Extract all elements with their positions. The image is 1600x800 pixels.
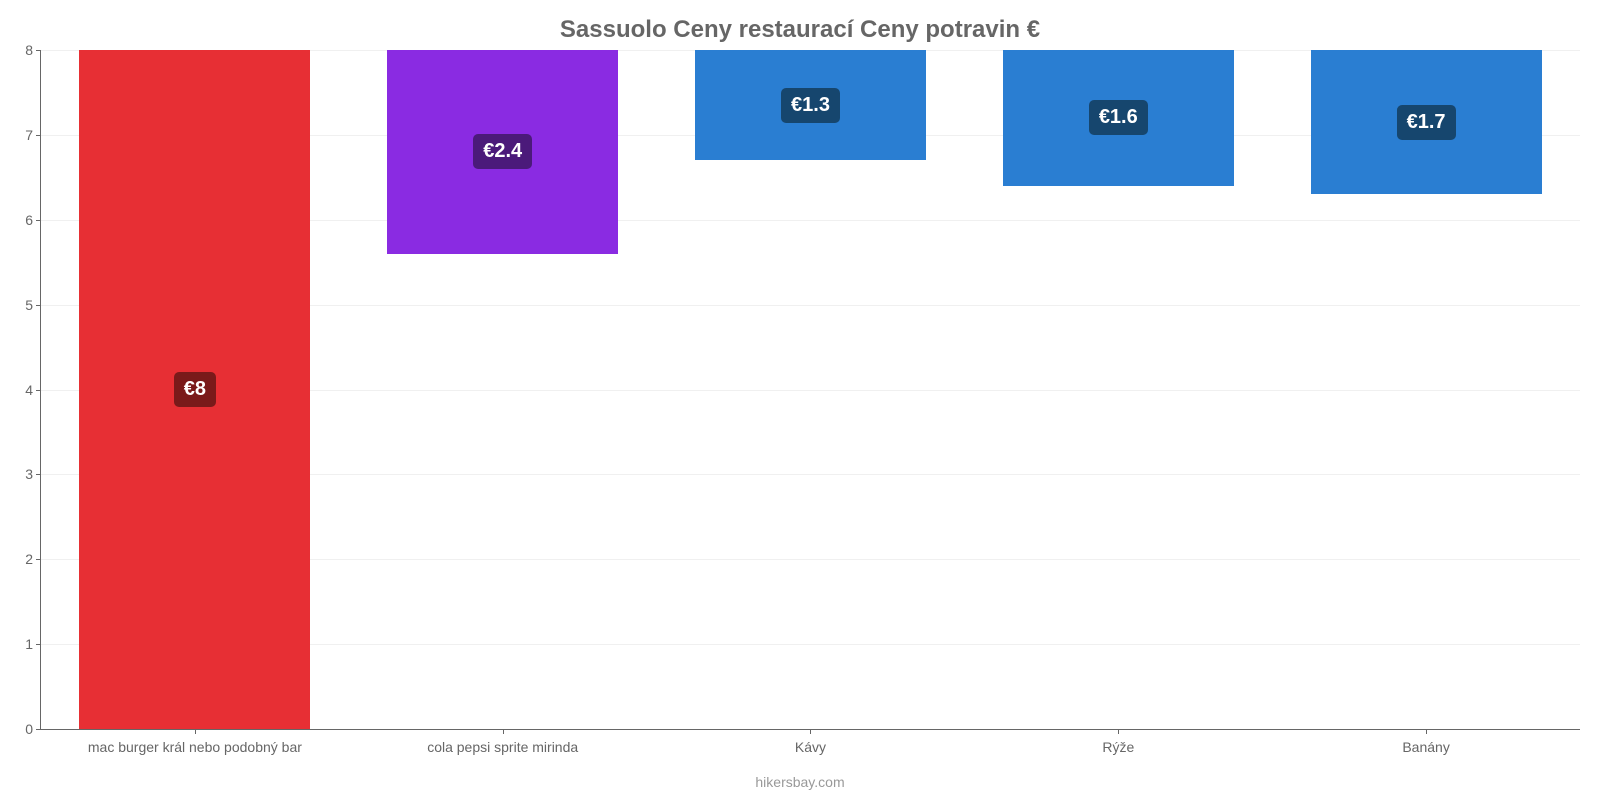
bar: €1.7 xyxy=(1311,50,1542,194)
bar-value-label: €2.4 xyxy=(473,134,532,169)
ytick-label: 1 xyxy=(25,636,41,652)
ytick-label: 3 xyxy=(25,466,41,482)
xtick-label: Kávy xyxy=(795,729,826,755)
ytick-label: 2 xyxy=(25,551,41,567)
plot-area: 012345678 €8mac burger král nebo podobný… xyxy=(40,50,1580,730)
ytick-label: 7 xyxy=(25,127,41,143)
bar-value-label: €1.6 xyxy=(1089,100,1148,135)
bar-slot: €8mac burger král nebo podobný bar xyxy=(41,50,349,729)
ytick-label: 4 xyxy=(25,382,41,398)
bar-chart: Sassuolo Ceny restaurací Ceny potravin €… xyxy=(0,0,1600,800)
bar: €2.4 xyxy=(387,50,618,254)
bar-slot: €1.7Banány xyxy=(1272,50,1580,729)
xtick-label: Banány xyxy=(1402,729,1449,755)
bar-slot: €2.4cola pepsi sprite mirinda xyxy=(349,50,657,729)
xtick-label: Rýže xyxy=(1102,729,1134,755)
ytick-label: 5 xyxy=(25,297,41,313)
xtick-label: mac burger král nebo podobný bar xyxy=(88,729,302,755)
ytick-label: 8 xyxy=(25,42,41,58)
ytick-label: 0 xyxy=(25,721,41,737)
bar-value-label: €1.7 xyxy=(1397,105,1456,140)
bar: €1.3 xyxy=(695,50,926,160)
bars-area: €8mac burger král nebo podobný bar€2.4co… xyxy=(41,50,1580,729)
bar: €8 xyxy=(79,50,310,729)
xtick-label: cola pepsi sprite mirinda xyxy=(427,729,578,755)
ytick-label: 6 xyxy=(25,212,41,228)
attribution-text: hikersbay.com xyxy=(0,774,1600,790)
chart-title: Sassuolo Ceny restaurací Ceny potravin € xyxy=(0,16,1600,44)
bar-slot: €1.3Kávy xyxy=(657,50,965,729)
bar-value-label: €8 xyxy=(174,372,216,407)
bar-value-label: €1.3 xyxy=(781,88,840,123)
bar: €1.6 xyxy=(1003,50,1234,186)
bar-slot: €1.6Rýže xyxy=(964,50,1272,729)
